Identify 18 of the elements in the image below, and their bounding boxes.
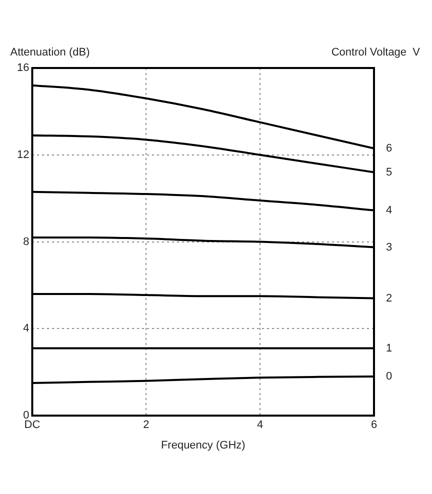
y-tick-label: 12 [16,148,30,161]
series-label: 0 [386,370,392,383]
x-tick-label: 2 [143,419,150,432]
y-tick-label: 16 [16,62,30,74]
x-tick-label: 6 [370,419,378,432]
series-label: 4 [386,204,392,216]
x-axis-title: Frequency (GHz) [160,439,246,452]
series-label: 2 [386,292,392,304]
y-axis-title: Attenuation (dB) [10,46,90,59]
y-tick-label: 4 [23,322,30,335]
x-tick-label: DC [24,419,40,432]
y-tick-label: 8 [23,236,30,248]
series-label: 5 [386,166,392,178]
series-label: 1 [386,342,392,354]
x-tick-label: 4 [257,419,264,432]
series-label: 6 [386,142,392,154]
series-label: 3 [386,241,392,254]
legend-title: Control Voltage V [331,46,421,59]
